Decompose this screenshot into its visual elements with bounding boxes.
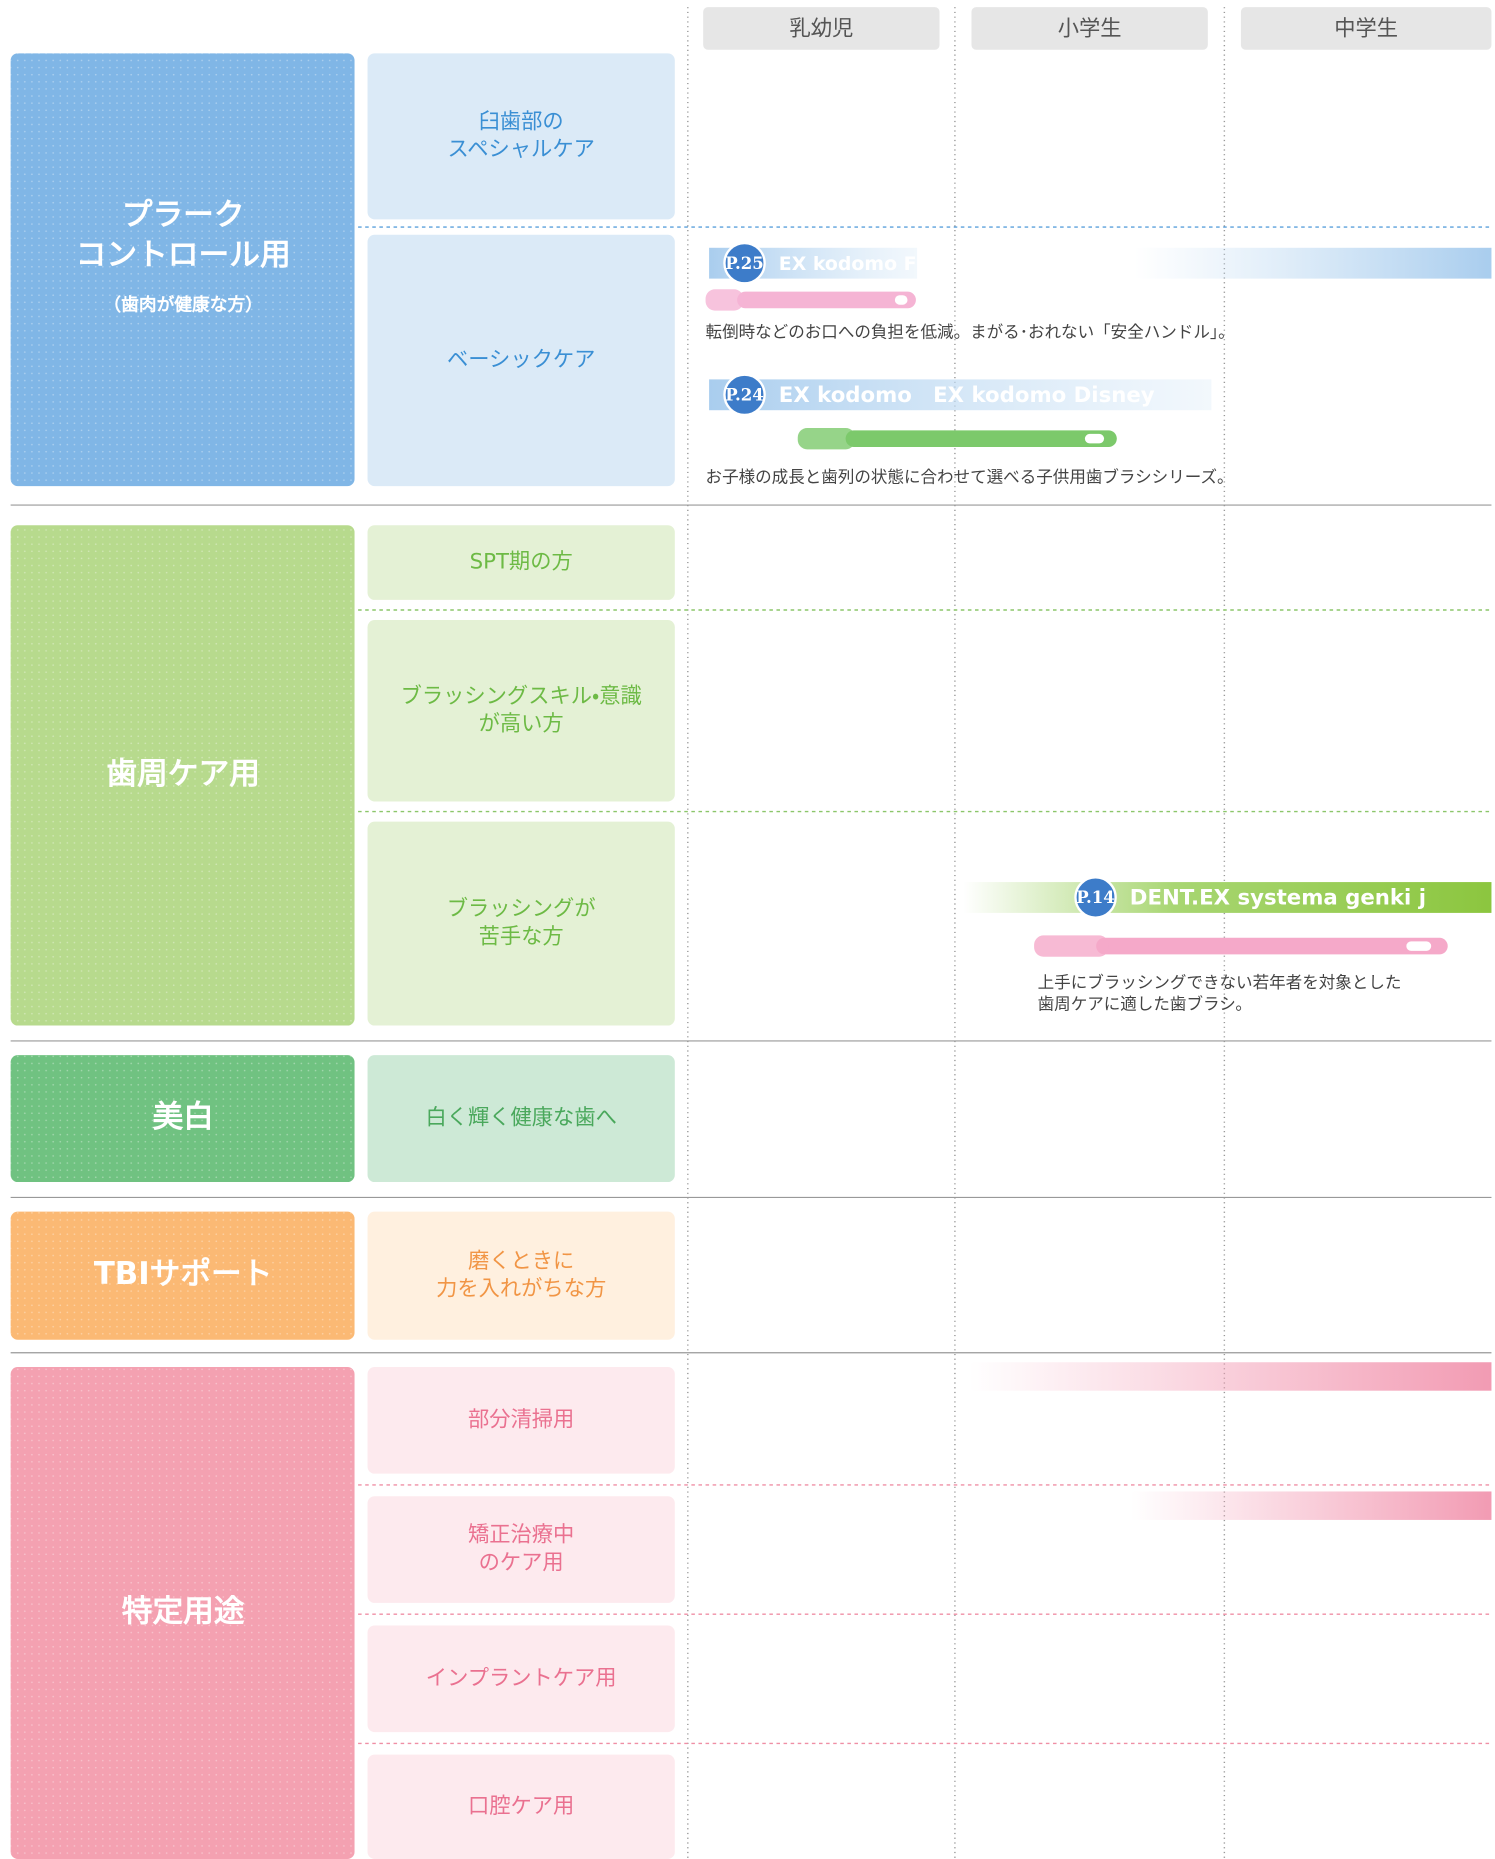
- label-line: お子様の成長と歯列の状態に合わせて選べる子供用歯ブラシシリーズ。: [706, 466, 1234, 486]
- label-line: のケア用: [479, 1550, 564, 1575]
- row-box: [367, 1366, 675, 1474]
- label-line: 力を入れがちな方: [436, 1277, 606, 1302]
- label-line: ブラッシングスキル・意識: [401, 684, 642, 709]
- label-line: 白く輝く健康な歯へ: [425, 1106, 616, 1131]
- row-box: [367, 53, 675, 220]
- page-label: P.14: [1076, 887, 1114, 907]
- product-name: EX kodomo EX kodomo Disney: [779, 383, 1155, 408]
- label-line: 磨くときに: [468, 1249, 574, 1274]
- range-bar: [1134, 247, 1492, 279]
- toothbrush-handle: [845, 430, 1117, 447]
- row-box: [367, 234, 675, 487]
- toothbrush-handle: [737, 291, 916, 309]
- row-box: [367, 620, 675, 802]
- group-texture: [10, 1366, 355, 1859]
- page-badge: [723, 373, 766, 417]
- row-box: [367, 1496, 675, 1603]
- label-line: 苦手な方: [479, 924, 564, 949]
- page-badge: [723, 241, 766, 285]
- product-bar: [709, 379, 1212, 411]
- label-line: 転倒時などのお口への負担を低減。まがる･おれない「安全ハンドル」。: [706, 323, 1235, 342]
- row-box: [367, 1754, 675, 1859]
- label-line: 歯周ケアに適した歯ブラシ。: [1038, 993, 1252, 1013]
- column-header: [971, 7, 1208, 50]
- range-bar: [1131, 1491, 1492, 1520]
- toothbrush-head: [1034, 935, 1109, 957]
- page-label: P.25: [725, 253, 763, 273]
- label-line: 部分清掃用: [468, 1407, 574, 1432]
- toothbrush-hole: [894, 295, 908, 305]
- row-box: [367, 1055, 675, 1183]
- group-texture: [10, 1055, 355, 1183]
- label-line: TBIサポート: [94, 1256, 273, 1292]
- product-name: EX kodomo F: [779, 253, 917, 275]
- group-note: （歯肉が健康な方）: [103, 293, 263, 315]
- row-box: [367, 1625, 675, 1733]
- label-line: インプラントケア用: [426, 1666, 617, 1691]
- page-label: P.24: [725, 384, 763, 404]
- column-header-label: 小学生: [1058, 17, 1122, 42]
- group-texture: [10, 525, 355, 1026]
- column-header: [703, 7, 940, 50]
- column-header: [1240, 7, 1492, 50]
- label-line: 美白: [152, 1099, 213, 1135]
- label-line: 臼歯部の: [479, 109, 564, 134]
- label-line: 歯周ケア用: [106, 756, 260, 792]
- label-line: ブラッシングが: [447, 897, 596, 922]
- label-line: スペシャルケア: [448, 137, 595, 162]
- label-line: 特定用途: [122, 1593, 245, 1629]
- label-line: 上手にブラッシングできない若年者を対象とした: [1038, 972, 1402, 992]
- label-line: コントロール用: [76, 237, 291, 273]
- label-line: SPT期の方: [470, 550, 573, 575]
- range-bar: [969, 1362, 1492, 1391]
- toothbrush-hole: [1406, 941, 1432, 951]
- label-line: が高い方: [479, 712, 564, 737]
- column-header-label: 乳幼児: [789, 17, 853, 42]
- row-box: [367, 1211, 675, 1340]
- row-box: [367, 821, 675, 1026]
- label-line: ベーシックケア: [447, 347, 595, 372]
- group-texture: [10, 1211, 355, 1340]
- column-header-label: 中学生: [1334, 17, 1398, 42]
- page-badge: [1074, 876, 1117, 919]
- toothbrush-head: [705, 289, 744, 311]
- label-line: 矯正治療中: [468, 1523, 574, 1548]
- toothbrush-handle: [1096, 937, 1448, 955]
- group-texture: [10, 53, 355, 487]
- row-box: [367, 525, 675, 600]
- product-name: DENT.EX systema genki j: [1130, 886, 1426, 911]
- toothbrush-head: [797, 427, 856, 450]
- toothbrush-hole: [1084, 433, 1105, 444]
- label-line: プラーク: [122, 197, 245, 233]
- label-line: 口腔ケア用: [468, 1794, 574, 1819]
- product-bar: [963, 882, 1492, 913]
